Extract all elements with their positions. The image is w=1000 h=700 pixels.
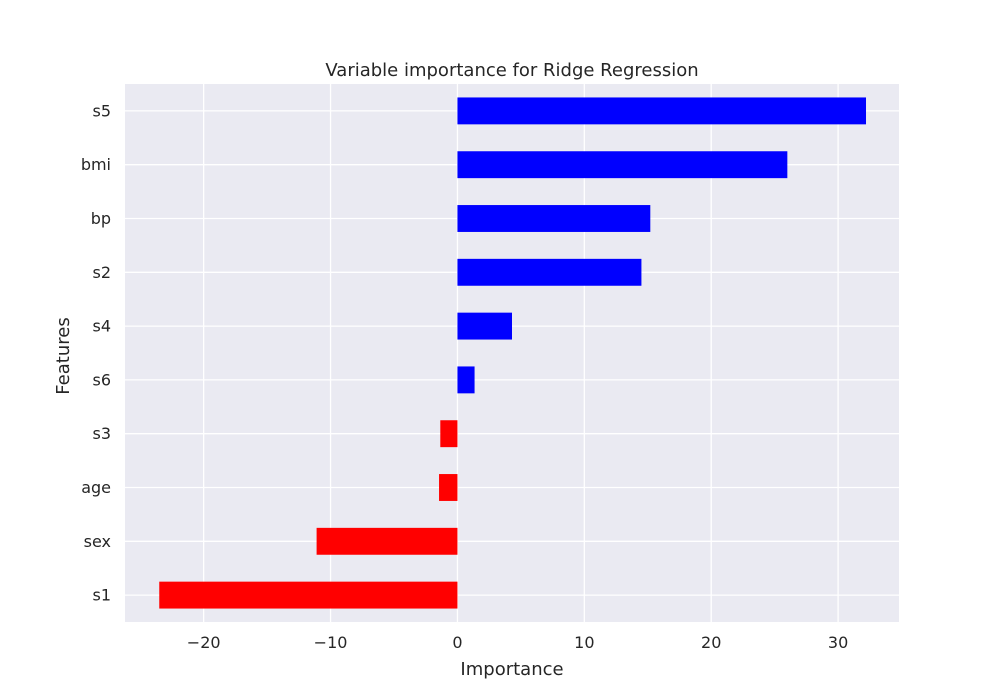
bar-bmi xyxy=(457,151,788,179)
x-tick-label: 0 xyxy=(452,633,462,652)
bar-s4 xyxy=(457,312,512,340)
x-tick-label: 10 xyxy=(574,633,594,652)
y-tick-label: bmi xyxy=(81,155,111,174)
bar-sex xyxy=(316,527,458,555)
bars xyxy=(159,97,867,609)
x-axis-label: Importance xyxy=(460,659,563,680)
y-tick-label: s5 xyxy=(92,101,111,120)
y-axis-label: Features xyxy=(53,317,74,394)
x-tick-label: −10 xyxy=(314,633,348,652)
bar-age xyxy=(439,474,458,501)
bar-s3 xyxy=(440,420,458,448)
x-tick-label: 20 xyxy=(701,633,721,652)
bar-bp xyxy=(457,205,651,232)
y-tick-label: s4 xyxy=(92,317,111,336)
bar-s2 xyxy=(457,258,642,286)
bar-s6 xyxy=(457,366,475,394)
y-tick-labels: s5 bmi bp s2 s4 s6 s3 age sex s1 xyxy=(81,101,111,604)
chart-title: Variable importance for Ridge Regression xyxy=(325,60,698,81)
y-tick-label: s1 xyxy=(92,586,111,605)
x-tick-label: −20 xyxy=(187,633,221,652)
y-tick-label: s2 xyxy=(92,263,111,282)
y-tick-label: s6 xyxy=(92,370,111,389)
y-tick-label: sex xyxy=(84,532,111,551)
x-tick-labels: −20 −10 0 10 20 30 xyxy=(187,633,848,652)
y-tick-label: bp xyxy=(91,209,111,228)
x-tick-label: 30 xyxy=(828,633,848,652)
bar-s1 xyxy=(159,581,458,609)
y-tick-label: age xyxy=(81,478,111,497)
bar-s5 xyxy=(457,97,867,125)
y-tick-label: s3 xyxy=(92,424,111,443)
